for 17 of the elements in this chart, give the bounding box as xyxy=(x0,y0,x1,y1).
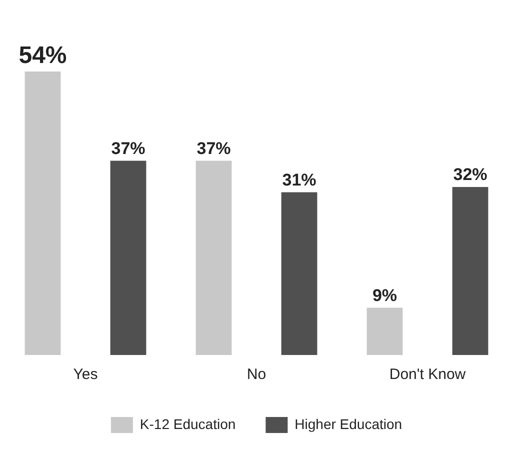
bar xyxy=(366,308,403,355)
bar xyxy=(24,72,61,355)
x-tick-label: No xyxy=(246,366,266,384)
x-tick-label: Don't Know xyxy=(389,366,466,384)
data-label: 37% xyxy=(111,138,146,158)
bar xyxy=(110,160,146,355)
bar xyxy=(452,187,488,355)
bar xyxy=(196,160,232,355)
data-label: 37% xyxy=(196,138,231,158)
x-tick-label: Yes xyxy=(73,366,98,384)
data-label: 32% xyxy=(453,165,488,184)
bar xyxy=(281,192,318,355)
data-label: 54% xyxy=(18,42,67,70)
legend-label: K-12 Education xyxy=(140,416,236,432)
data-label: 31% xyxy=(282,170,316,190)
data-label: 9% xyxy=(372,286,398,305)
legend-label: Higher Education xyxy=(294,416,402,432)
